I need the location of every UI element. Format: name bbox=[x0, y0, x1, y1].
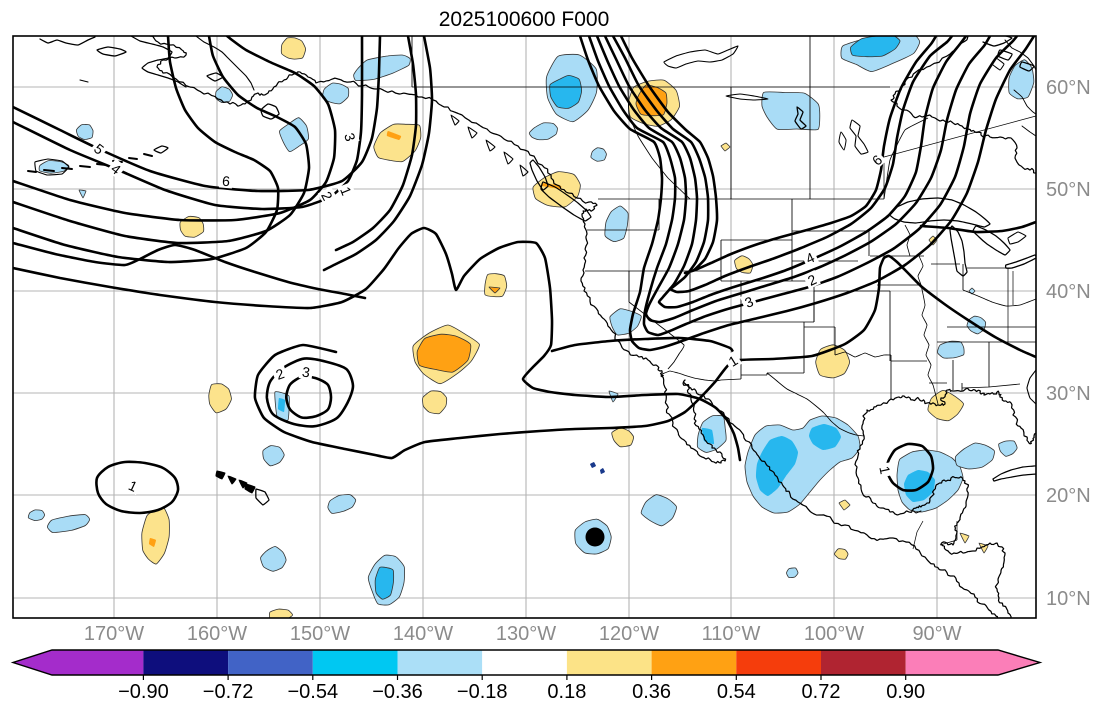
svg-text:110°W: 110°W bbox=[702, 623, 761, 645]
svg-text:130°W: 130°W bbox=[496, 623, 556, 645]
svg-text:0.36: 0.36 bbox=[632, 681, 671, 703]
svg-text:160°W: 160°W bbox=[187, 623, 247, 645]
svg-text:1: 1 bbox=[876, 465, 893, 476]
svg-text:−0.72: −0.72 bbox=[203, 681, 254, 703]
svg-text:140°W: 140°W bbox=[393, 623, 453, 645]
svg-text:0.54: 0.54 bbox=[717, 681, 756, 703]
svg-text:20°N: 20°N bbox=[1046, 485, 1091, 507]
svg-text:60°N: 60°N bbox=[1046, 77, 1091, 99]
svg-text:100°W: 100°W bbox=[804, 623, 864, 645]
svg-text:−0.54: −0.54 bbox=[287, 681, 338, 703]
svg-text:40°N: 40°N bbox=[1046, 281, 1091, 303]
svg-text:−0.18: −0.18 bbox=[457, 681, 508, 703]
svg-text:90°W: 90°W bbox=[912, 623, 961, 645]
svg-text:150°W: 150°W bbox=[290, 623, 350, 645]
svg-text:0.18: 0.18 bbox=[547, 681, 586, 703]
svg-text:3: 3 bbox=[301, 364, 311, 381]
svg-text:−0.90: −0.90 bbox=[118, 681, 169, 703]
svg-text:6: 6 bbox=[221, 173, 230, 190]
svg-text:0.90: 0.90 bbox=[886, 681, 925, 703]
svg-text:2025100600 F000: 2025100600 F000 bbox=[439, 8, 610, 31]
svg-text:10°N: 10°N bbox=[1046, 588, 1091, 610]
svg-text:−0.36: −0.36 bbox=[372, 681, 423, 703]
svg-text:0.72: 0.72 bbox=[802, 681, 841, 703]
svg-text:170°W: 170°W bbox=[84, 623, 144, 645]
svg-text:120°W: 120°W bbox=[599, 623, 659, 645]
svg-text:50°N: 50°N bbox=[1046, 179, 1091, 201]
svg-text:30°N: 30°N bbox=[1046, 383, 1091, 405]
